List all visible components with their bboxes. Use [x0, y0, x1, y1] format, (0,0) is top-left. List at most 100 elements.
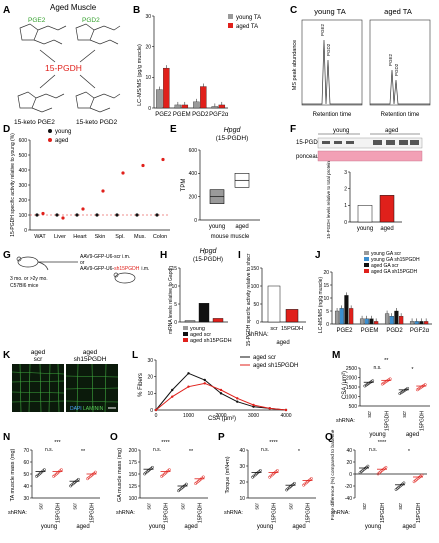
legend-h-aged-scr: aged scr	[190, 332, 211, 338]
chart-q-dot-2-6	[402, 481, 406, 485]
chart-f: 0 1 2 3 young aged	[344, 170, 402, 232]
chart-j-bar-2-3	[399, 316, 404, 325]
chart-l-xtick-3: 3000	[248, 413, 259, 419]
chart-h-ytick-label-3: 15	[171, 266, 177, 272]
chart-f-bar-0	[357, 205, 373, 223]
chart-j-bar-2-2	[394, 310, 399, 325]
peak-aged-pgd2: PGD2	[394, 63, 399, 76]
chart-j-ytick-label-1: 5	[326, 309, 329, 315]
mouse-icon-2	[113, 272, 136, 284]
keto-pge2-structure	[17, 91, 65, 113]
chart-f-ytick-label-2: 2	[344, 186, 347, 192]
chart-d-ytick-label-4: 400	[19, 168, 28, 174]
panel-n-letter: N	[3, 432, 10, 443]
chart-l-point-1-8	[284, 408, 288, 412]
chart-p-sig-2: *	[298, 449, 301, 455]
arrow-down-right	[79, 74, 96, 89]
chart-b-bar-1-0	[174, 104, 182, 109]
chart-l-point-0-6	[252, 405, 255, 408]
peak-young-pge2: PGE2	[320, 23, 325, 36]
chart-i-ytick-label-2: 100	[251, 284, 260, 290]
chart-l-ytick-label-0: 0	[150, 408, 153, 414]
blot-young-label: young	[333, 128, 349, 134]
panel-o-ylabel: GA muscle mass (mg)	[117, 448, 123, 502]
chart-l-xtick-0: 0	[155, 413, 158, 419]
chart-l-ytick-label-1: 10	[147, 391, 153, 397]
chart-d-xlabel-2: Heart	[73, 234, 87, 240]
panel-i-shrna: shRNA:	[248, 332, 269, 338]
panel-i-ylabel: 15-PGDH specific activity relative to sh…	[246, 253, 252, 346]
panel-e: E Hpgd (15-PGDH) TPM 0 200 400 600 young aged…	[170, 124, 260, 240]
chart-m-xlabel-3: 15PGDH	[419, 411, 425, 431]
chart-b: 0 10 20 30 PGE2 PGEM PGD2 PGF2α	[145, 14, 228, 118]
chart-q-shrna: shRNA:	[331, 510, 350, 516]
chart-q-dot-0-6	[366, 464, 370, 468]
chart-n-xlabel-0: scr	[39, 503, 45, 510]
chart-j-bar-0-1	[339, 308, 344, 325]
chart-j-bar-0-2	[344, 295, 349, 325]
panel-j: J LC-MS/MS (ng/g muscle) 0 5 10 15 20 PGE2 PGE…	[315, 250, 432, 334]
panel-c: C young TA aged TA MS peak abundance PGE…	[290, 5, 431, 118]
legend-h-swatch-agedsh	[183, 338, 188, 342]
chart-j-xlabel-0: PGE2	[336, 328, 353, 334]
panel-g: G AAV9-GFP-U6-scr i.m. or AAV9-GFP-U6-sh…	[3, 250, 149, 289]
panel-p-letter: P	[218, 432, 225, 443]
chart-n-dot-3-6	[93, 470, 97, 474]
chart-n-sig-1: n.s.	[45, 447, 53, 453]
chart-o-sig-2: **	[189, 449, 194, 455]
panel-m: M CSA (µm²) 500 1000 1500 2000 2500 scr 15PGDH…	[332, 350, 430, 438]
chart-m-xlabel-1: 15PGDH	[384, 411, 390, 431]
chart-n-group-young: young	[41, 524, 57, 530]
legend-h-swatch-young	[183, 326, 188, 330]
chart-i-bar-0	[267, 285, 281, 323]
chart-d-dot-young-6	[155, 213, 159, 217]
injection-or: or	[80, 260, 85, 266]
chart-j-bar-1-1	[364, 318, 369, 325]
chart-q-ytick-label-1: -20	[345, 484, 352, 490]
injection-scr: AAV9-GFP-U6-scr i.m.	[80, 254, 130, 260]
chart-d-xlabel-0: WAT	[34, 234, 46, 240]
chart-b-ytick-label-2: 20	[145, 44, 151, 50]
chart-l-point-1-7	[268, 407, 271, 410]
chart-o-dot-0-6	[150, 465, 154, 469]
panel-d-letter: D	[3, 124, 10, 135]
chart-b-ytick-label-3: 30	[145, 14, 151, 20]
legend-j: young GA scr young GA sh15PGDH aged GA s…	[364, 251, 420, 275]
micrograph-scr-mesh	[11, 363, 65, 413]
chart-b-ytick-label-1: 10	[145, 75, 151, 81]
chart-h-bar-0	[184, 320, 196, 323]
injection-sh: AAV9-GFP-U6-sh15PGDH i.m.	[80, 266, 149, 272]
chart-j-bar-2-0	[384, 313, 390, 325]
chart-d: 0 100 200 300 400 500 600 WAT Liver Heart Skin Spl.…	[19, 138, 170, 240]
pge2-label: PGE2	[28, 17, 46, 24]
panel-c-title-right: aged TA	[384, 7, 412, 16]
keto-pge2-label: 15-keto PGE2	[14, 119, 55, 126]
chart-l-xtick-2: 2000	[215, 413, 226, 419]
chart-q-sig-0: ****	[378, 440, 387, 446]
chart-o-ytick-label-1: 125	[129, 484, 138, 490]
chart-p-sig-1: n.s.	[261, 447, 269, 453]
chart-o-ytick-label-4: 200	[129, 448, 138, 454]
chart-o-xlabel-2: scr	[181, 503, 187, 510]
chart-m-ytick-label-2: 1500	[346, 385, 357, 391]
chart-l: 0 10 20 30 0 1000 2000 3000 4000	[147, 358, 291, 419]
legend-h-young: young	[190, 326, 205, 332]
legend-b-aged: aged TA	[236, 24, 258, 30]
mouse-icon	[16, 256, 49, 271]
chart-b-xlabel-1: PGEM	[173, 112, 191, 118]
chart-l-point-0-1	[171, 388, 174, 392]
chart-i-xlabel-0: scr	[270, 326, 278, 332]
panel-c-xlabel-right: Retention time	[381, 112, 420, 118]
chart-j-ytick-label-0: 0	[326, 322, 329, 328]
chart-p-group-aged: aged	[292, 524, 305, 530]
legend-l-scr: aged scr	[253, 355, 276, 361]
chart-o-ytick-label-2: 150	[129, 472, 138, 478]
panel-b-letter: B	[133, 5, 140, 16]
pge2-structure	[19, 23, 67, 45]
chart-f-xlabel-0: young	[357, 226, 373, 232]
chart-q-sig-2: *	[408, 449, 411, 455]
chart-l-point-1-5	[236, 397, 239, 400]
chart-m: 500 1000 1500 2000 2500 scr 15PGDH scr 15PGDH shR…	[336, 358, 430, 438]
chart-j-ytick-label-4: 20	[323, 270, 329, 276]
